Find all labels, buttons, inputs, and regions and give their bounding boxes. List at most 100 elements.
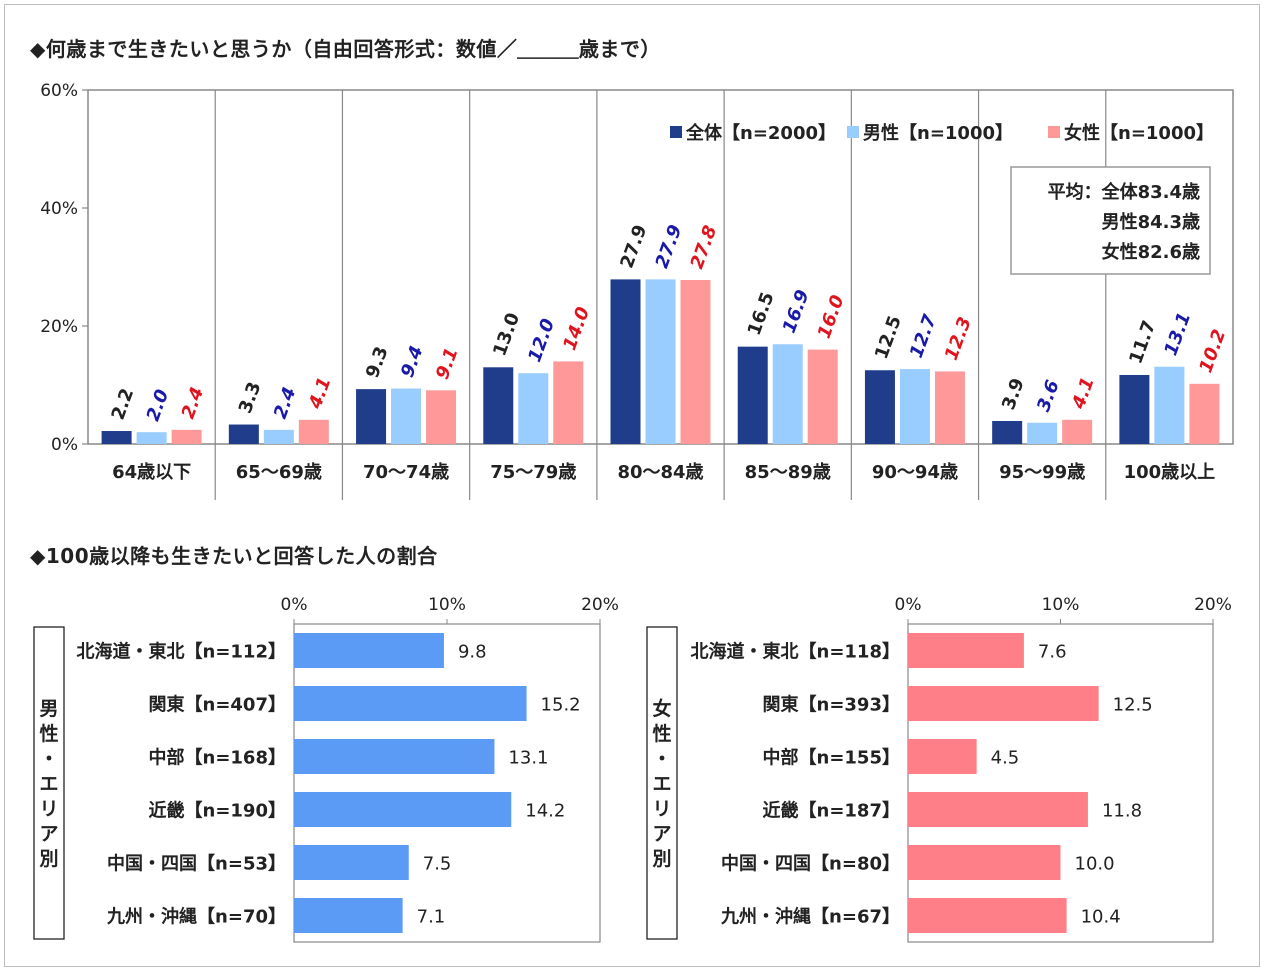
x-category-label: 80～84歳 xyxy=(617,462,703,483)
female-area-value-label: 10.0 xyxy=(1075,854,1115,875)
y-tick-label: 60% xyxy=(40,81,78,101)
female-area-side-label-char: 性 xyxy=(652,722,671,745)
male-area-value-label: 14.2 xyxy=(525,801,565,822)
value-label-all: 27.9 xyxy=(616,222,651,271)
female-area-side-label-char: リ xyxy=(652,798,671,820)
bar-female xyxy=(426,390,457,444)
legend-swatch-male xyxy=(847,126,859,138)
bar-male xyxy=(518,373,549,444)
legend-swatch-all xyxy=(670,126,682,138)
female-area-bar xyxy=(908,845,1061,880)
bar-female xyxy=(553,361,584,444)
average-note-box xyxy=(1010,166,1211,275)
value-label-female: 14.0 xyxy=(559,304,594,353)
value-label-female: 10.2 xyxy=(1195,327,1230,376)
female-area-row-label: 中国・四国【n=80】 xyxy=(721,853,900,875)
male-area-row-label: 中国・四国【n=53】 xyxy=(107,853,286,875)
bar-female xyxy=(934,371,965,444)
female-area-side-label-char: ア xyxy=(652,823,671,845)
value-label-all: 12.5 xyxy=(871,313,906,362)
female-area-value-label: 12.5 xyxy=(1113,695,1153,716)
bottom-chart-title: ◆100歳以降も生きたいと回答した人の割合 xyxy=(30,544,438,568)
x-category-label: 65～69歳 xyxy=(236,462,322,483)
value-label-female: 16.0 xyxy=(814,292,849,341)
value-label-female: 9.1 xyxy=(432,345,463,382)
male-area-side-label-char: 男 xyxy=(39,698,58,720)
bar-male xyxy=(772,344,803,444)
value-label-all: 11.7 xyxy=(1125,318,1160,367)
value-label-female: 4.1 xyxy=(1068,374,1099,412)
male-area-bar xyxy=(294,686,527,721)
x-category-label: 64歳以下 xyxy=(112,462,191,483)
y-tick-label: 0% xyxy=(51,435,78,455)
female-area-side-label-char: エ xyxy=(652,773,671,795)
value-label-male: 12.7 xyxy=(906,311,941,360)
bar-female xyxy=(680,279,711,444)
male-area-side-label-char: エ xyxy=(39,773,58,795)
female-area-side-label-char: 別 xyxy=(652,848,671,870)
value-label-all: 2.2 xyxy=(108,386,139,423)
female-area-value-label: 4.5 xyxy=(991,748,1020,769)
bar-all xyxy=(992,420,1023,444)
male-area-row-label: 九州・沖縄【n=70】 xyxy=(106,906,286,928)
legend-label-male: 男性【n=1000】 xyxy=(863,122,1013,144)
value-label-male: 27.9 xyxy=(651,222,686,271)
bar-male xyxy=(136,432,167,444)
x-category-label: 100歳以上 xyxy=(1124,462,1216,483)
x-category-label: 85～89歳 xyxy=(745,462,831,483)
value-label-all: 13.0 xyxy=(489,310,524,359)
female-area-value-label: 7.6 xyxy=(1038,642,1067,663)
value-label-male: 9.4 xyxy=(397,343,428,380)
female-area-bar xyxy=(908,792,1088,827)
average-note-line: 男性84.3歳 xyxy=(1102,211,1200,233)
female-area-value-label: 10.4 xyxy=(1081,907,1121,928)
bar-male xyxy=(391,388,422,444)
bar-female xyxy=(1062,419,1093,444)
male-area-side-label-char: ア xyxy=(39,823,58,845)
bar-all xyxy=(356,389,387,444)
x-category-label: 95～99歳 xyxy=(999,462,1085,483)
female-area-x-tick-label: 20% xyxy=(1194,595,1232,615)
female-area-row-label: 関東【n=393】 xyxy=(763,694,900,716)
male-area-x-tick-label: 20% xyxy=(581,595,619,615)
value-label-male: 2.4 xyxy=(270,384,301,421)
male-area-row-label: 北海道・東北【n=112】 xyxy=(77,641,286,663)
female-area-row-label: 九州・沖縄【n=67】 xyxy=(720,906,900,928)
legend-label-female: 女性【n=1000】 xyxy=(1064,122,1214,144)
male-area-x-tick-label: 0% xyxy=(281,595,308,615)
bar-female xyxy=(807,349,838,444)
value-label-male: 16.9 xyxy=(779,287,814,336)
value-label-male: 3.6 xyxy=(1033,377,1064,414)
female-area-bar xyxy=(908,739,977,774)
female-area-row-label: 北海道・東北【n=118】 xyxy=(691,641,900,663)
male-area-side-label-box xyxy=(33,626,65,940)
value-label-all: 3.3 xyxy=(235,379,266,416)
male-area-bar xyxy=(294,845,409,880)
bar-male xyxy=(1154,366,1185,444)
male-area-value-label: 15.2 xyxy=(541,695,581,716)
y-tick-label: 40% xyxy=(40,199,78,219)
bar-female xyxy=(298,419,329,444)
top-chart-title: ◆何歳まで生きたいと思うか（自由回答形式：数値／＿＿＿歳まで） xyxy=(30,37,661,61)
value-label-all: 9.3 xyxy=(362,344,393,381)
bar-all xyxy=(483,367,514,444)
bar-all xyxy=(101,431,132,444)
value-label-all: 16.5 xyxy=(744,289,779,338)
male-area-side-label-char: リ xyxy=(39,798,58,820)
bar-female xyxy=(171,429,202,444)
bar-all xyxy=(610,279,641,444)
bar-male xyxy=(1027,422,1058,444)
male-area-row-label: 中部【n=168】 xyxy=(149,747,286,769)
male-area-bar xyxy=(294,739,495,774)
female-area-x-tick-label: 10% xyxy=(1042,595,1080,615)
average-note-line: 女性82.6歳 xyxy=(1102,241,1200,263)
bar-male xyxy=(899,369,930,444)
female-area-value-label: 11.8 xyxy=(1102,801,1142,822)
female-area-plot-area xyxy=(907,623,1214,943)
female-area-side-label-char: ・ xyxy=(652,748,671,770)
male-area-bar xyxy=(294,633,444,668)
value-label-male: 12.0 xyxy=(524,316,559,365)
male-area-side-label-char: 別 xyxy=(39,848,58,870)
male-area-row-label: 近畿【n=190】 xyxy=(149,800,286,822)
